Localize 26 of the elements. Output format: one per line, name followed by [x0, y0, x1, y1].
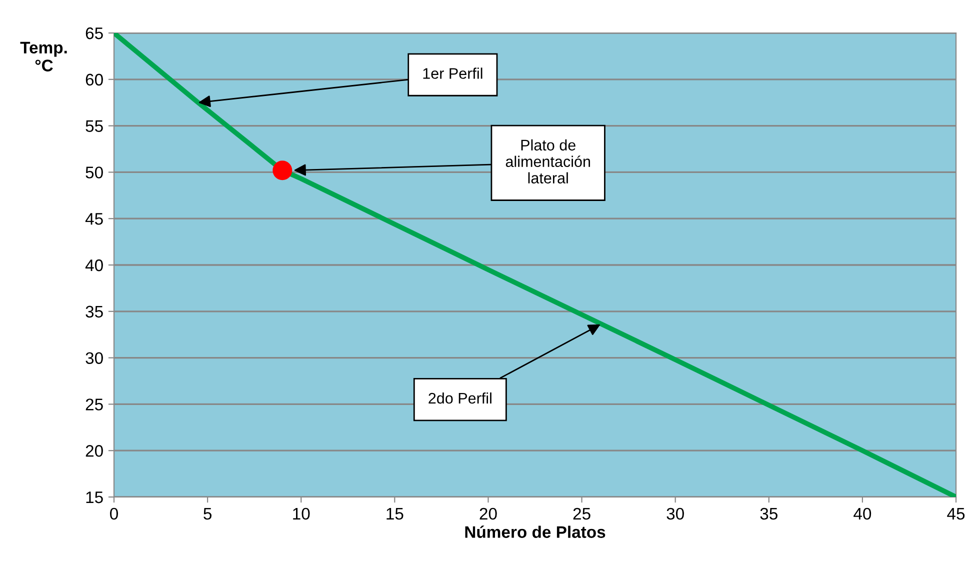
y-tick-label: 20 — [86, 445, 103, 457]
x-tick-label: 10 — [293, 508, 310, 520]
x-axis-title: Número de Platos — [465, 526, 606, 538]
x-tick-label: 0 — [110, 508, 118, 520]
y-axis-title: Temp. °C — [20, 42, 67, 72]
annotation: 1er Perfil — [423, 68, 482, 79]
y-tick-label: 30 — [86, 352, 103, 364]
y-tick-label: 35 — [86, 306, 103, 318]
y-tick-label: 65 — [86, 27, 103, 40]
annotation: Plato de alimentación lateral — [506, 139, 590, 184]
x-tick-label: 5 — [204, 508, 212, 520]
x-tick-label: 30 — [666, 508, 684, 520]
y-tick-label: 40 — [85, 259, 103, 272]
x-tick-label: 40 — [854, 508, 872, 520]
y-tick-label: 60 — [86, 74, 103, 86]
y-tick-label: 15 — [86, 492, 103, 504]
x-tick-label: 20 — [480, 508, 497, 520]
y-tick-label: 25 — [86, 398, 103, 410]
x-tick-label: 25 — [573, 508, 590, 520]
y-tick-label: 45 — [85, 213, 103, 225]
x-tick-label: 45 — [947, 508, 965, 520]
y-tick-label: 55 — [86, 120, 103, 132]
x-tick-label: 15 — [386, 508, 404, 520]
y-tick-label: 50 — [86, 166, 103, 178]
annotation: 2do Perfil — [428, 392, 492, 404]
x-tick-label: 35 — [760, 508, 778, 520]
